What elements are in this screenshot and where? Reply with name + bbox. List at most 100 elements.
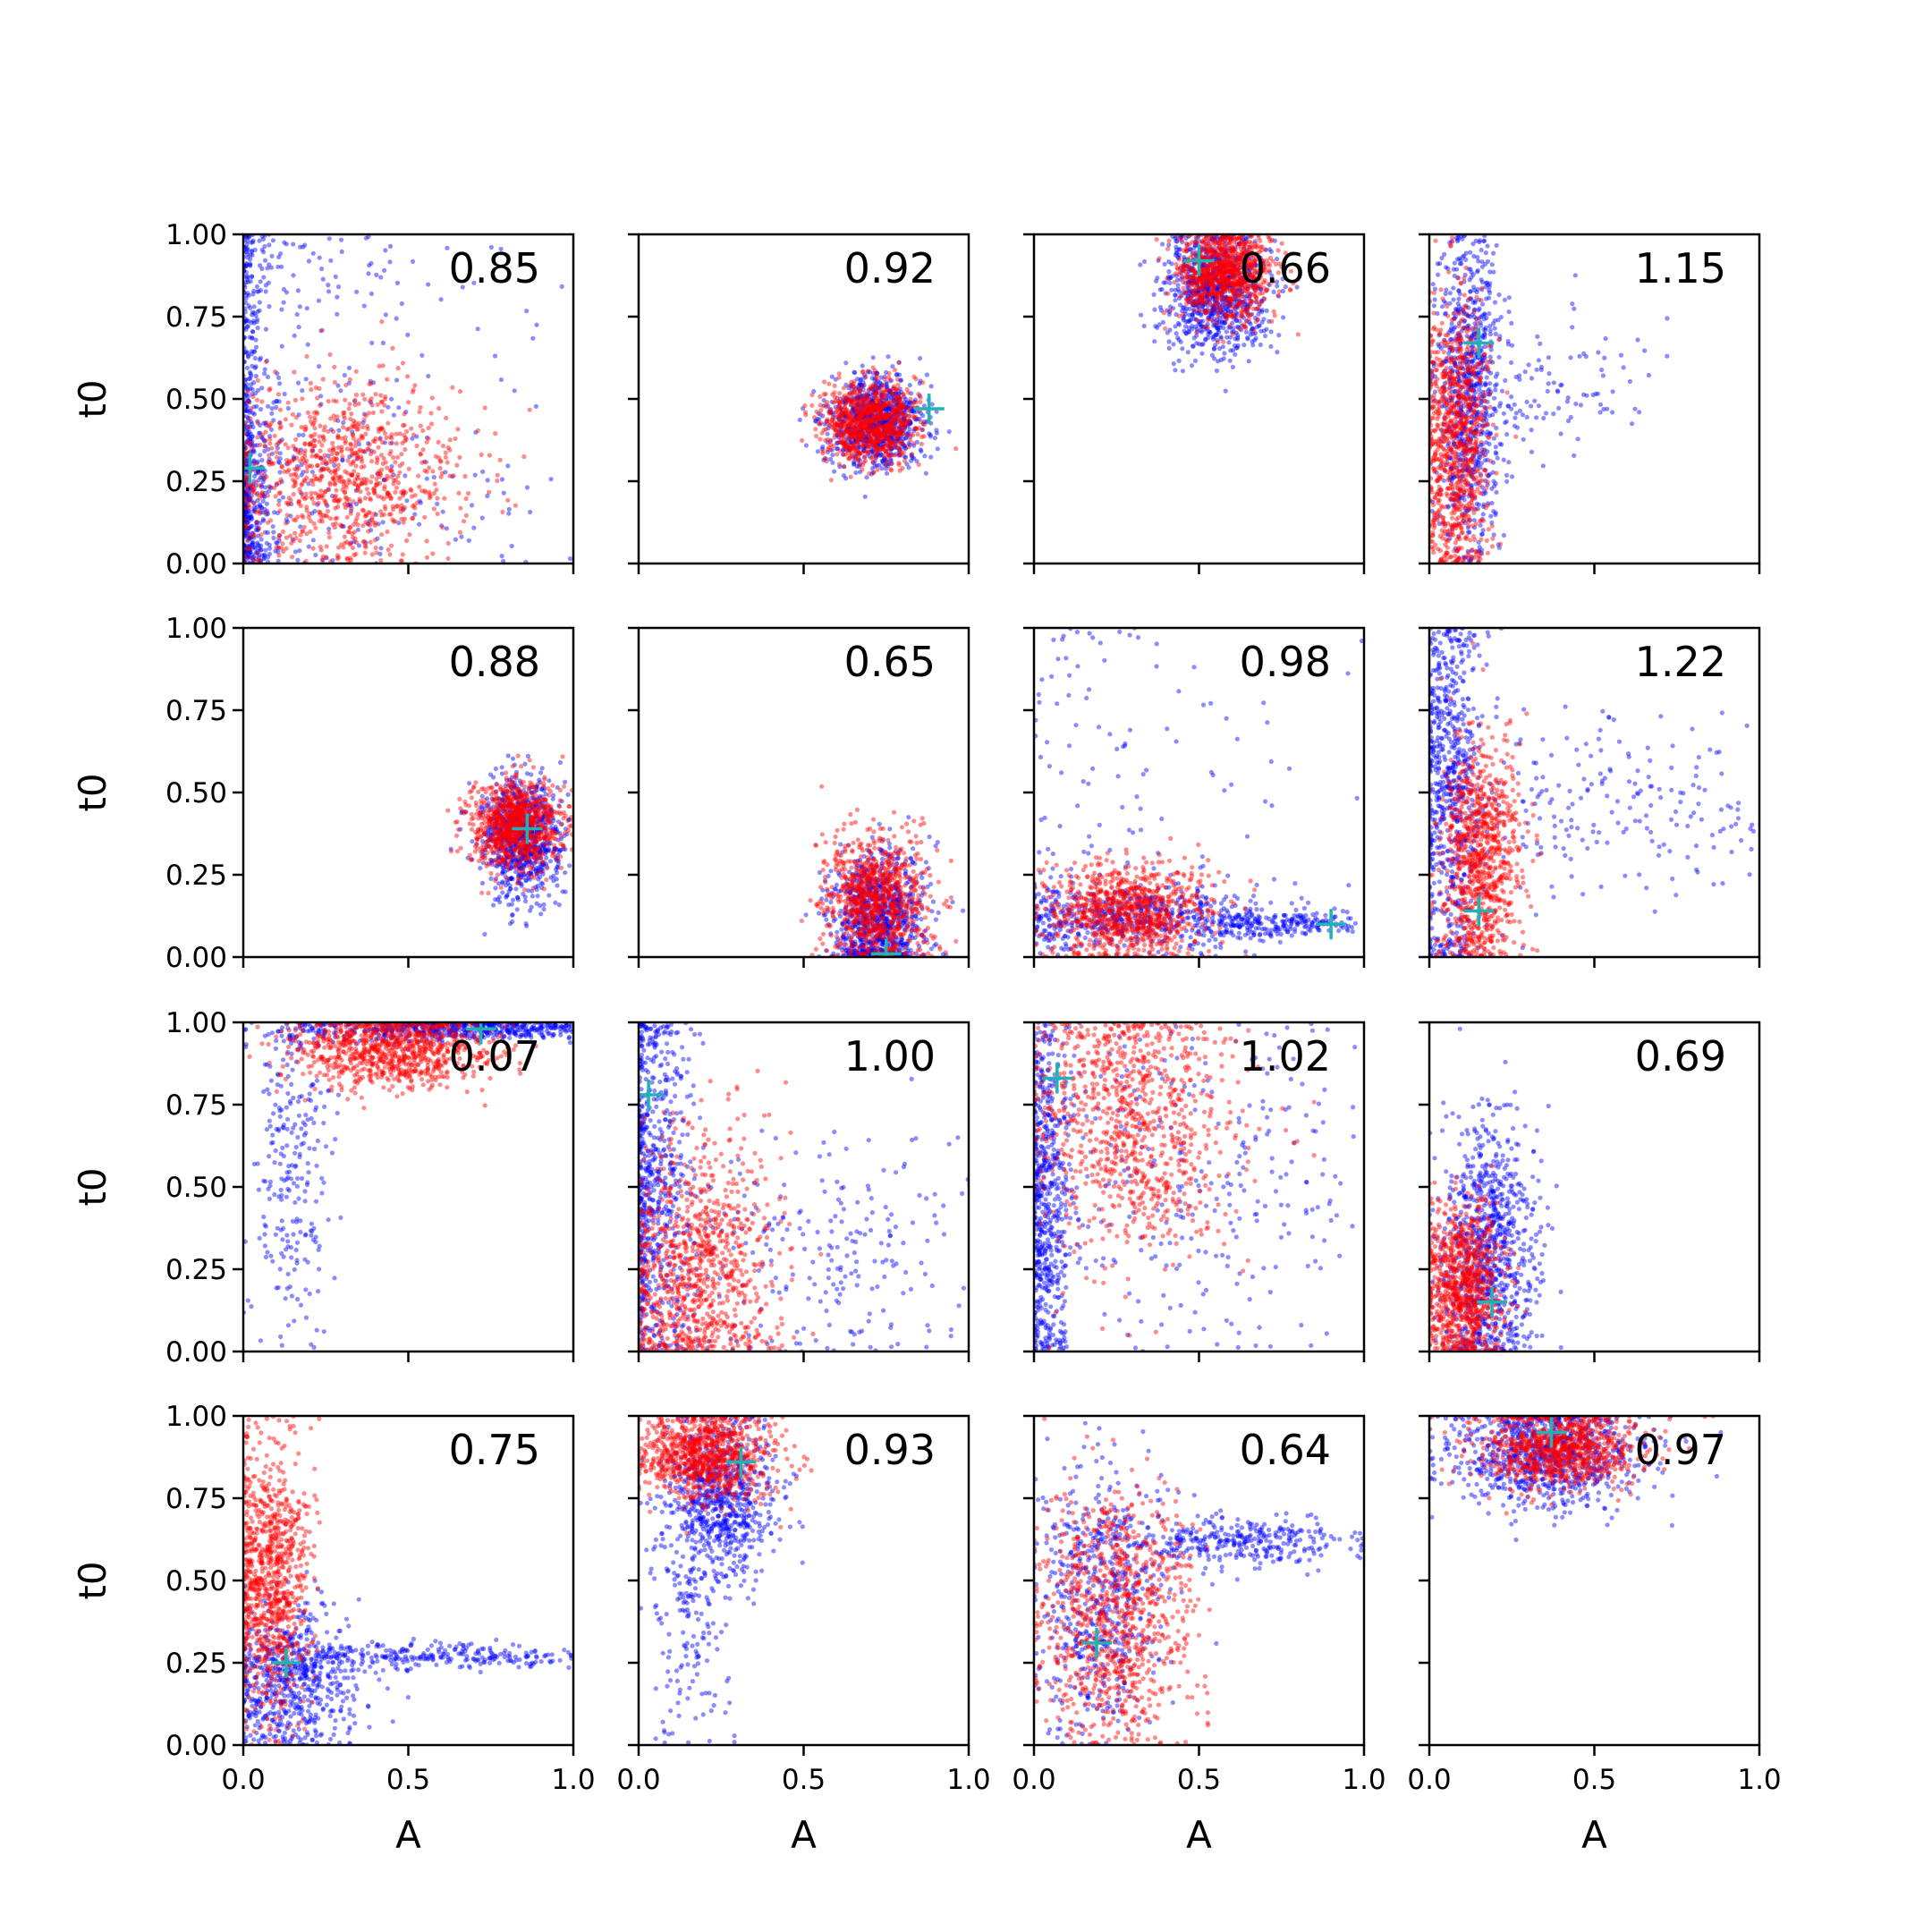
red-point — [860, 425, 866, 430]
blue-point — [386, 404, 391, 410]
blue-point — [827, 407, 833, 412]
red-point — [882, 415, 887, 420]
blue-point — [868, 369, 873, 375]
red-point — [860, 422, 866, 428]
blue-point — [872, 463, 877, 469]
blue-point — [289, 501, 294, 507]
blue-point — [883, 442, 888, 447]
red-point — [350, 451, 355, 456]
blue-point — [888, 389, 894, 394]
red-point — [838, 405, 843, 411]
blue-point — [304, 306, 309, 311]
red-point — [839, 439, 844, 445]
red-point — [896, 418, 902, 423]
red-point — [379, 532, 385, 538]
red-point — [245, 537, 250, 542]
blue-point — [326, 289, 332, 294]
red-point — [877, 438, 883, 444]
red-point — [841, 386, 847, 391]
blue-point — [250, 540, 256, 546]
red-point — [873, 402, 878, 408]
blue-point — [250, 318, 256, 324]
blue-point — [1235, 336, 1241, 342]
red-point — [841, 431, 846, 436]
blue-point — [874, 407, 880, 412]
blue-point — [851, 454, 856, 460]
blue-point — [886, 393, 892, 398]
red-point — [828, 407, 834, 412]
red-point — [847, 397, 852, 402]
red-point — [884, 402, 889, 408]
blue-point — [1169, 261, 1174, 267]
blue-point — [1198, 301, 1203, 306]
red-point — [257, 558, 262, 564]
blue-point — [867, 438, 872, 444]
red-point — [377, 470, 383, 476]
red-point — [852, 378, 857, 384]
red-point — [374, 550, 379, 555]
red-point — [883, 427, 888, 432]
blue-point — [882, 437, 887, 443]
red-point — [298, 451, 303, 456]
red-point — [1227, 323, 1233, 328]
red-point — [855, 449, 860, 454]
blue-point — [1197, 301, 1202, 306]
blue-point — [932, 436, 937, 441]
blue-point — [838, 432, 844, 437]
blue-point — [248, 512, 253, 518]
red-point — [898, 453, 903, 458]
red-point — [255, 435, 260, 440]
blue-point — [1157, 287, 1163, 292]
blue-point — [1173, 324, 1178, 329]
blue-point — [1173, 298, 1178, 303]
red-point — [436, 439, 441, 445]
red-point — [886, 434, 891, 439]
red-point — [887, 425, 893, 430]
blue-point — [1138, 262, 1143, 267]
blue-point — [243, 488, 249, 495]
blue-point — [1191, 300, 1197, 305]
blue-point — [887, 413, 893, 419]
red-point — [414, 443, 419, 449]
blue-point — [246, 496, 251, 503]
red-point — [873, 425, 878, 430]
red-point — [282, 469, 287, 474]
red-point — [360, 392, 366, 397]
blue-point — [360, 419, 366, 426]
red-point — [327, 447, 333, 453]
red-point — [410, 389, 416, 394]
red-point — [307, 442, 312, 447]
red-point — [354, 515, 360, 521]
blue-point — [860, 419, 866, 424]
blue-point — [882, 405, 887, 411]
blue-point — [394, 316, 399, 321]
red-point — [834, 410, 839, 415]
blue-point — [263, 420, 268, 426]
blue-point — [1216, 277, 1221, 283]
blue-point — [907, 418, 912, 423]
red-point — [864, 409, 869, 414]
blue-point — [870, 439, 876, 445]
blue-point — [243, 263, 249, 268]
red-point — [873, 442, 879, 447]
red-point — [831, 425, 836, 431]
blue-point — [291, 454, 296, 460]
blue-point — [245, 251, 250, 257]
red-point — [462, 473, 468, 479]
blue-point — [886, 411, 892, 417]
red-point — [361, 448, 367, 454]
red-point — [854, 405, 860, 411]
red-point — [341, 413, 346, 419]
blue-point — [243, 279, 249, 285]
blue-point — [819, 446, 825, 452]
blue-point — [256, 558, 261, 564]
red-point — [901, 403, 906, 410]
red-point — [301, 529, 306, 534]
blue-point — [871, 405, 877, 411]
blue-point — [911, 428, 917, 434]
blue-point — [1218, 323, 1224, 328]
blue-point — [1190, 326, 1195, 332]
red-point — [244, 451, 250, 456]
blue-point — [256, 555, 262, 560]
blue-point — [244, 260, 250, 267]
